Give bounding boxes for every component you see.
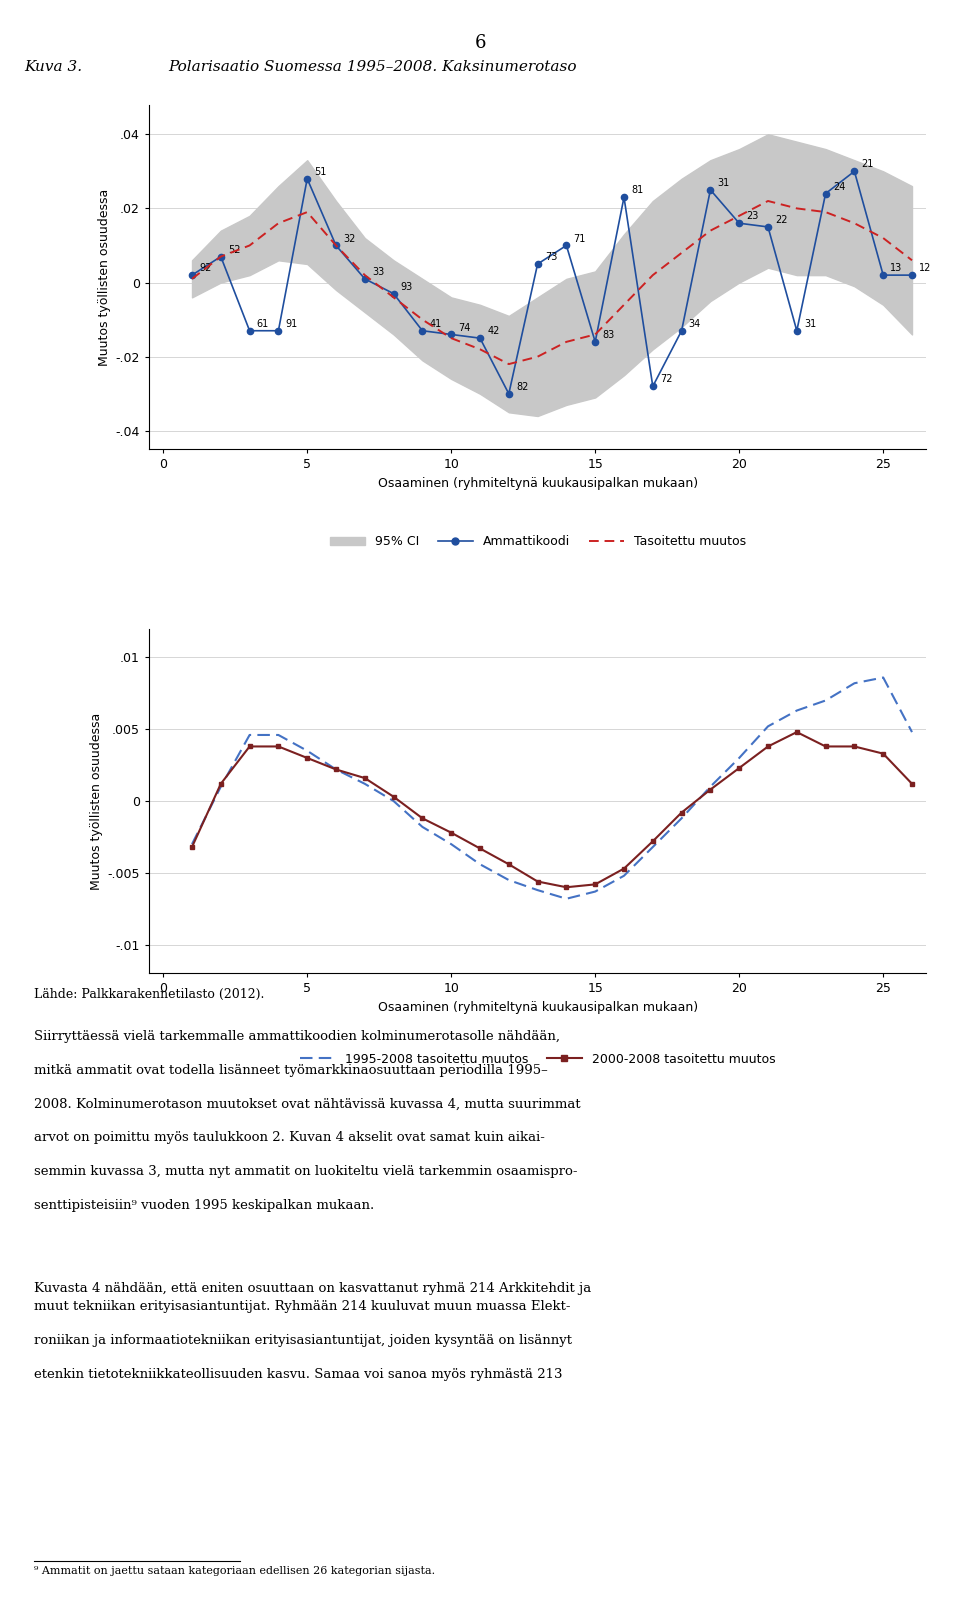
Text: 32: 32	[344, 233, 355, 243]
Text: 6: 6	[474, 34, 486, 51]
Text: 22: 22	[775, 216, 788, 225]
Text: 93: 93	[400, 282, 413, 291]
Text: 61: 61	[257, 319, 269, 328]
Text: Kuvasta 4 nähdään, että eniten osuuttaan on kasvattanut ryhmä 214 Arkkitehdit ja: Kuvasta 4 nähdään, että eniten osuuttaan…	[34, 1282, 590, 1295]
Text: ⁹ Ammatit on jaettu sataan kategoriaan edellisen 26 kategorian sijasta.: ⁹ Ammatit on jaettu sataan kategoriaan e…	[34, 1566, 435, 1575]
Text: 82: 82	[516, 381, 528, 393]
Text: 73: 73	[544, 253, 557, 262]
Text: muut tekniikan erityisasiantuntijat. Ryhmään 214 kuuluvat muun muassa Elekt-: muut tekniikan erityisasiantuntijat. Ryh…	[34, 1300, 570, 1313]
Text: 13: 13	[890, 264, 902, 274]
Text: semmin kuvassa 3, mutta nyt ammatit on luokiteltu vielä tarkemmin osaamisprо-: semmin kuvassa 3, mutta nyt ammatit on l…	[34, 1165, 577, 1178]
Text: arvot on poimittu myös taulukkoon 2. Kuvan 4 akselit ovat samat kuin aikai-: arvot on poimittu myös taulukkoon 2. Kuv…	[34, 1131, 544, 1144]
Text: 92: 92	[200, 264, 211, 274]
Text: senttipisteisiin⁹ vuoden 1995 keskipalkan mukaan.: senttipisteisiin⁹ vuoden 1995 keskipalka…	[34, 1199, 373, 1212]
Text: Siirryttäessä vielä tarkemmalle ammattikoodien kolminumerotasolle nähdään,: Siirryttäessä vielä tarkemmalle ammattik…	[34, 1030, 560, 1043]
Text: 2008. Kolminumerotason muutokset ovat nähtävissä kuvassa 4, mutta suurimmat: 2008. Kolminumerotason muutokset ovat nä…	[34, 1097, 580, 1110]
Text: Polarisaatio Suomessa 1995–2008. Kaksinumerotaso: Polarisaatio Suomessa 1995–2008. Kaksinu…	[168, 60, 577, 74]
Text: 23: 23	[746, 211, 758, 222]
Text: 24: 24	[832, 182, 845, 191]
Text: 52: 52	[228, 245, 241, 254]
Text: 33: 33	[372, 267, 384, 277]
Text: Kuva 3.: Kuva 3.	[24, 60, 83, 74]
Y-axis label: Muutos työllisten osuudessa: Muutos työllisten osuudessa	[90, 713, 103, 890]
Text: 31: 31	[717, 179, 730, 188]
Y-axis label: Muutos työllisten osuudessa: Muutos työllisten osuudessa	[98, 188, 111, 365]
Text: 42: 42	[487, 327, 499, 336]
Legend: 1995-2008 tasoitettu muutos, 2000-2008 tasoitettu muutos: 1995-2008 tasoitettu muutos, 2000-2008 t…	[295, 1047, 780, 1070]
X-axis label: Osaaminen (ryhmiteltynä kuukausipalkan mukaan): Osaaminen (ryhmiteltynä kuukausipalkan m…	[377, 1001, 698, 1014]
Text: 91: 91	[286, 319, 298, 328]
Text: 41: 41	[429, 319, 442, 328]
Text: roniikan ja informaatiotekniikan erityisasiantuntijat, joiden kysyntää on lisänn: roniikan ja informaatiotekniikan erityis…	[34, 1334, 571, 1347]
Text: 71: 71	[573, 233, 586, 243]
Text: mitkä ammatit ovat todella lisänneet työmarkkinaosuuttaan periodilla 1995–: mitkä ammatit ovat todella lisänneet työ…	[34, 1064, 547, 1076]
Text: Lähde: Palkkarakennetilasto (2012).: Lähde: Palkkarakennetilasto (2012).	[34, 988, 264, 1001]
Text: etenkin tietotekniikkateollisuuden kasvu. Samaa voi sanoa myös ryhmästä 213: etenkin tietotekniikkateollisuuden kasvu…	[34, 1368, 563, 1381]
Text: 12: 12	[919, 264, 931, 274]
Text: 31: 31	[804, 319, 816, 328]
Text: 83: 83	[602, 330, 614, 339]
X-axis label: Osaaminen (ryhmiteltynä kuukausipalkan mukaan): Osaaminen (ryhmiteltynä kuukausipalkan m…	[377, 476, 698, 491]
Legend: 95% CI, Ammattikoodi, Tasoitettu muutos: 95% CI, Ammattikoodi, Tasoitettu muutos	[324, 531, 751, 553]
Text: 34: 34	[688, 319, 701, 328]
Text: 72: 72	[660, 375, 673, 385]
Text: 74: 74	[459, 322, 470, 333]
Text: 51: 51	[314, 167, 326, 177]
Text: 81: 81	[632, 185, 643, 195]
Text: 21: 21	[861, 159, 874, 169]
